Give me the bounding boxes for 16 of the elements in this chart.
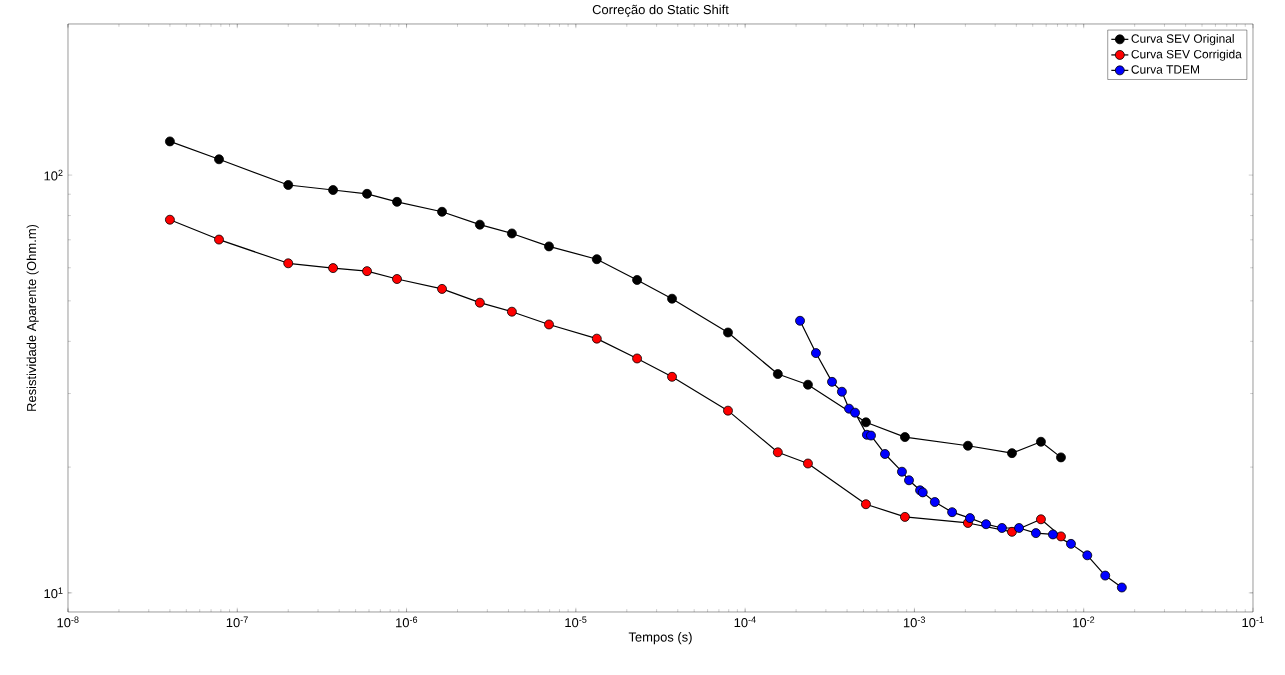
y-tick-label: 10$^{2}$ bbox=[44, 169, 63, 181]
x-axis-title: Tempos (s) bbox=[628, 632, 692, 645]
chart-title: Correção do Static Shift bbox=[592, 4, 729, 17]
legend-label: Curva TDEM bbox=[1131, 65, 1199, 74]
x-tick-label: 10$^{-3}$ bbox=[903, 616, 925, 628]
x-tick-label: 10$^{-4}$ bbox=[734, 616, 756, 628]
x-tick-label: 10$^{-1}$ bbox=[1242, 616, 1264, 628]
x-tick-label: 10$^{-2}$ bbox=[1073, 616, 1095, 628]
legend-label: Curva SEV Original bbox=[1131, 34, 1234, 46]
y-tick-label: 10$^{1}$ bbox=[44, 587, 63, 599]
y-axis-title: Resistividade Aparente (Ohm.m) bbox=[26, 224, 39, 411]
x-tick-label: 10$^{-7}$ bbox=[226, 616, 248, 628]
x-tick-label: 10$^{-8}$ bbox=[57, 616, 79, 628]
legend-label: Curva SEV Corrigida bbox=[1131, 49, 1242, 61]
x-tick-label: 10$^{-6}$ bbox=[396, 616, 418, 628]
x-tick-label: 10$^{-5}$ bbox=[565, 616, 587, 628]
